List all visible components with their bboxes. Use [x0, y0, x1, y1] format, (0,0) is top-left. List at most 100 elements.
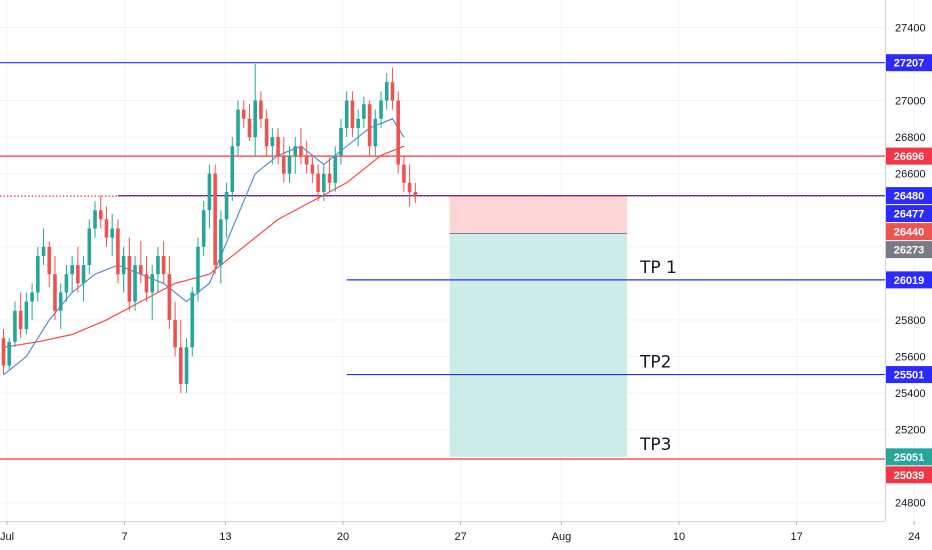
candle-body [396, 100, 400, 165]
candle [190, 287, 195, 357]
price-badge-label: 26477 [894, 209, 925, 221]
candle-body [36, 255, 40, 293]
horizontal-lines [0, 62, 885, 460]
price-badge: 26480 [886, 187, 932, 205]
price-badge: 26019 [886, 271, 932, 289]
price-badge-label: 25051 [894, 452, 925, 464]
price-badge-background [886, 448, 932, 466]
time-tick-label: 20 [337, 531, 349, 543]
candle-body [379, 100, 383, 119]
short-position-tool[interactable] [449, 195, 627, 457]
price-badge-background [886, 187, 932, 205]
time-axis[interactable]: Jul 7 13 20 27 Aug 10 17 24 [0, 521, 920, 543]
candle [121, 246, 126, 293]
candle [390, 67, 395, 110]
candle [339, 118, 343, 165]
candle-body [24, 301, 29, 330]
price-badge-background [886, 241, 932, 259]
candle [196, 237, 200, 302]
candle-body [236, 109, 240, 147]
candle [150, 265, 155, 320]
candle-body [116, 228, 120, 275]
price-tick-label: 24800 [895, 498, 926, 510]
candle [270, 127, 275, 165]
candle [30, 283, 34, 320]
price-badge-label: 25501 [894, 370, 925, 382]
candle [379, 91, 383, 128]
candle-body [70, 265, 74, 275]
price-tick-label: 25600 [895, 351, 926, 363]
candle-body [64, 274, 69, 293]
candle-body [310, 164, 315, 174]
candle [110, 213, 114, 256]
candle [230, 137, 235, 202]
candle [24, 292, 29, 335]
candle-body [322, 173, 326, 192]
candle [293, 137, 298, 174]
candle [276, 127, 280, 165]
price-badge-label: 26273 [894, 245, 925, 257]
candle-body [316, 173, 320, 192]
price-badge: 26696 [886, 147, 932, 165]
candle [47, 241, 52, 288]
time-tick-label: 17 [790, 531, 802, 543]
candle-body [58, 292, 63, 311]
candle-body [161, 255, 166, 275]
candle-body [76, 265, 80, 284]
candle-body [1, 338, 6, 366]
price-badge-label: 27207 [894, 58, 925, 70]
candle [333, 146, 338, 192]
candle [413, 182, 418, 203]
price-tick-label: 25200 [895, 425, 926, 437]
price-badge-label: 26480 [894, 191, 925, 203]
price-badge-background [886, 205, 932, 223]
candle-body [407, 182, 412, 192]
candle [310, 155, 315, 183]
time-tick-label: 24 [908, 531, 920, 543]
candles [1, 63, 418, 394]
candle [13, 301, 17, 348]
candle [299, 127, 303, 165]
time-tick-label: 27 [454, 531, 466, 543]
candle-body [402, 164, 406, 183]
candle [350, 91, 355, 138]
candle-body [270, 137, 275, 147]
price-badge-label: 26440 [894, 227, 925, 239]
price-tick-label: 25800 [895, 315, 926, 327]
candle-body [93, 210, 97, 229]
tp-annotations: TP 1 TP2 TP3 [639, 258, 677, 455]
candle [127, 237, 132, 311]
candle [287, 146, 292, 183]
candle-body [87, 228, 92, 266]
candle [402, 155, 406, 192]
price-tick-label: 25400 [895, 388, 926, 400]
candle-body [179, 347, 183, 384]
candle-body [41, 246, 46, 256]
candle-body [13, 310, 17, 342]
moving-average-slow [3, 145, 405, 348]
candle [116, 219, 120, 284]
candle-body [259, 100, 263, 119]
price-tick-label: 26800 [895, 132, 926, 144]
candle [173, 301, 177, 357]
annotation-label: TP3 [639, 435, 671, 455]
time-tick-label: Aug [552, 531, 572, 543]
candle [241, 100, 246, 128]
price-badge: 26440 [886, 223, 932, 241]
candle-body [190, 292, 195, 348]
candle [138, 241, 143, 284]
candle [64, 265, 69, 302]
candle [18, 292, 23, 339]
candle-body [299, 146, 303, 156]
price-badge: 25501 [886, 366, 932, 384]
candle-body [264, 118, 269, 147]
candle [87, 219, 92, 275]
candle-body [47, 246, 52, 275]
candle-body [287, 155, 292, 174]
candle [259, 91, 263, 128]
candle-body [390, 82, 395, 101]
candle [7, 338, 12, 370]
price-badge-background [886, 147, 932, 165]
price-tick-label: 27400 [895, 22, 926, 34]
